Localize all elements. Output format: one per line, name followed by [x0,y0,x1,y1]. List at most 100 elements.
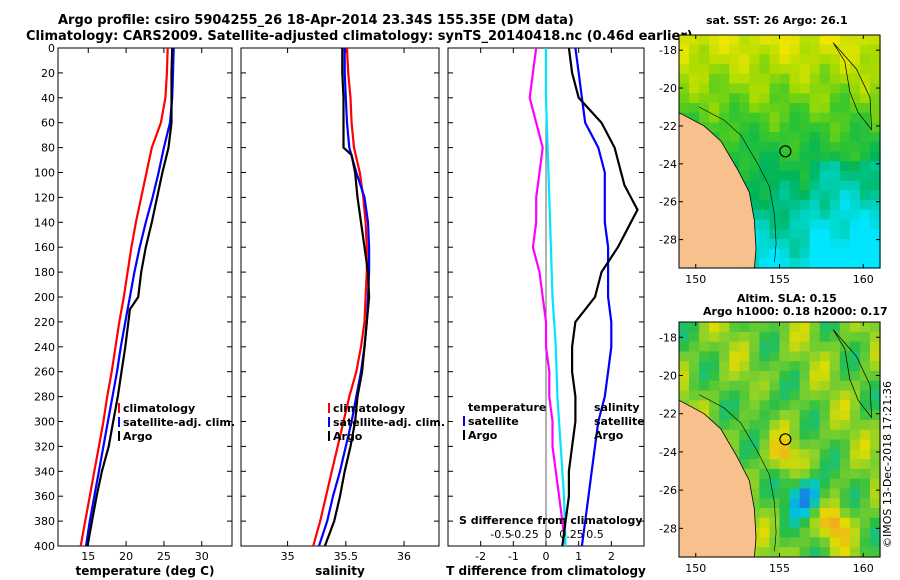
sst-map-cell [849,83,861,94]
sla-map-cell [779,488,791,499]
sla-map-cell [839,341,851,352]
sla-map-cell [699,331,710,343]
sst-map-cell [839,248,851,259]
sst-map-cell [769,258,781,269]
sla-map-cell [699,351,710,362]
sst-map-cell [679,35,690,46]
sla-map-cell [819,429,831,441]
sst-map-cell [829,64,841,75]
sst-map-cell [729,54,740,65]
sla-map-cell [789,351,801,362]
sla-map-cell [829,419,841,431]
sst-map-cell [779,64,791,75]
sst-map-xtick-label: 160 [853,273,874,286]
sla-map-cell [719,390,730,401]
sla-map-cell [799,498,811,509]
sst-map-cell [769,54,781,65]
sst-map-cell [729,112,740,123]
sla-map-xtick-label: 155 [769,562,790,575]
sla-reef-contour [832,329,873,419]
sla-map-cell [839,449,851,460]
sla-map-cell [829,449,841,460]
sst-map-cell [859,229,871,240]
sla-map-cell [819,439,831,450]
sst-map-cell [859,44,871,55]
sst-map-cell [769,44,781,55]
sla-map-cell [709,390,720,401]
sst-map-cell [759,209,771,221]
difference-series-t-satellite [528,47,567,547]
sla-map-cell [859,390,871,401]
sla-map-cell [759,361,771,372]
salinity-legend-entry: Argo [333,430,363,443]
sst-map-title: sat. SST: 26 Argo: 26.1 [706,14,848,27]
sst-map-cell [859,54,871,65]
sla-map-cell [829,537,841,548]
sst-map-cell [870,229,881,240]
sla-map-cell [729,361,740,372]
sst-map-cell [839,229,851,240]
sla-map-cell [699,371,710,382]
sst-map-cell [709,44,720,55]
sst-map-cell [739,83,750,94]
sla-map-cell [759,508,771,519]
depth-tick-label: 380 [34,515,55,528]
sst-map-cell [729,35,740,46]
sst-map-cell [829,238,841,250]
sla-map-cell [709,380,720,392]
sla-map-cell [809,488,821,499]
sst-map-cell [759,180,771,191]
sla-map-cell [689,351,700,362]
sla-map-cell [759,400,771,411]
sla-map-cell [809,371,821,382]
sla-map-cell [799,410,811,421]
sla-map-cell [870,380,881,392]
sst-map-cell [759,73,771,85]
sst-map-cell [779,190,791,201]
sst-map-cell [749,73,761,85]
sst-map-cell [819,190,831,201]
sla-map-cell [839,331,851,343]
sst-map-cell [759,112,771,123]
sst-map-cell [739,54,750,65]
sla-map-cell [839,410,851,421]
sla-map-cell [859,429,871,441]
sst-map-cell [789,54,801,65]
depth-tick-label: 100 [34,167,55,180]
sst-map-cell [870,93,881,104]
sst-map-cell [829,83,841,94]
sst-map-cell [699,83,710,94]
sst-map-cell [699,73,710,85]
sst-map-cell [809,229,821,240]
sla-map-cell [699,361,710,372]
sla-map-cell [809,449,821,460]
sst-map-cell [859,209,871,221]
sst-map-cell [870,180,881,191]
sst-map-cell [739,73,750,85]
sla-map-cell [799,351,811,362]
sst-map-cell [709,93,720,104]
difference-s-tick-label: 0.5 [586,528,604,541]
sla-map-cell [779,429,791,441]
sst-map-cell [749,151,761,162]
sla-map-cell [859,547,871,558]
sla-map-cell [819,547,831,558]
sst-map-cell [779,180,791,191]
sla-map-cell [679,380,690,392]
sst-map-cell [819,103,831,114]
sla-map-cell [769,459,781,470]
sla-map-cell [739,429,750,441]
sst-map-cell [859,112,871,123]
sst-map-cell [799,161,811,172]
sst-map-cell [759,132,771,143]
sst-map-cell [839,170,851,182]
difference-legend-salinity-entry: satellite [594,415,645,428]
sla-map-cell [679,390,690,401]
sla-map-cell [809,439,821,450]
sla-map-cell [809,400,821,411]
sst-map-cell [799,200,811,211]
sst-map-cell [849,238,861,250]
sst-map-cell [859,141,871,153]
sla-map-cell [789,419,801,431]
difference-series-s-satellite [574,47,613,547]
